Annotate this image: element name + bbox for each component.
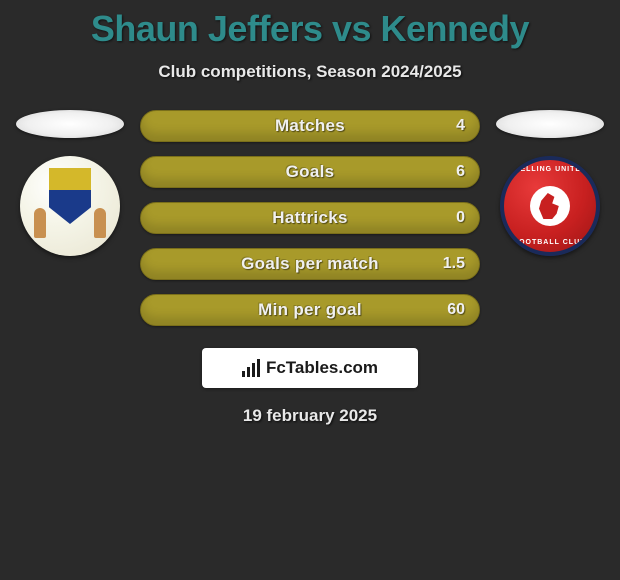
stat-label: Goals per match: [241, 254, 379, 274]
brand-text: FcTables.com: [266, 358, 378, 378]
brand-badge: FcTables.com: [202, 348, 418, 388]
stat-label: Min per goal: [258, 300, 362, 320]
main-row: Matches 4 Goals 6 Hattricks 0 Goals per match 1…: [0, 110, 620, 326]
left-player-oval: [16, 110, 124, 138]
stat-label: Goals: [286, 162, 335, 182]
left-team-crest: [20, 156, 120, 256]
crest-figure-icon: [34, 208, 46, 238]
stat-bar: Goals per match 1.5: [140, 248, 480, 280]
right-team-crest: WELLING UNITED FOOTBALL CLUB: [500, 156, 600, 256]
crest-text-top: WELLING UNITED: [504, 166, 596, 173]
stat-bar: Matches 4: [140, 110, 480, 142]
stat-value: 6: [456, 163, 465, 181]
horse-icon: [530, 186, 570, 226]
stats-bars: Matches 4 Goals 6 Hattricks 0 Goals per match 1…: [140, 110, 480, 326]
subtitle: Club competitions, Season 2024/2025: [0, 62, 620, 82]
stat-value: 1.5: [443, 255, 465, 273]
stat-value: 60: [447, 301, 465, 319]
crest-text-bottom: FOOTBALL CLUB: [504, 239, 596, 246]
stat-value: 4: [456, 117, 465, 135]
stat-bar: Goals 6: [140, 156, 480, 188]
stat-bar: Hattricks 0: [140, 202, 480, 234]
stat-bar: Min per goal 60: [140, 294, 480, 326]
left-column: [10, 110, 130, 256]
stat-label: Matches: [275, 116, 345, 136]
right-player-oval: [496, 110, 604, 138]
date-label: 19 february 2025: [0, 406, 620, 426]
crest-figure-icon: [94, 208, 106, 238]
comparison-card: Shaun Jeffers vs Kennedy Club competitio…: [0, 0, 620, 426]
right-column: WELLING UNITED FOOTBALL CLUB: [490, 110, 610, 256]
stat-value: 0: [456, 209, 465, 227]
page-title: Shaun Jeffers vs Kennedy: [0, 8, 620, 50]
bar-chart-icon: [242, 359, 260, 377]
stat-label: Hattricks: [272, 208, 347, 228]
